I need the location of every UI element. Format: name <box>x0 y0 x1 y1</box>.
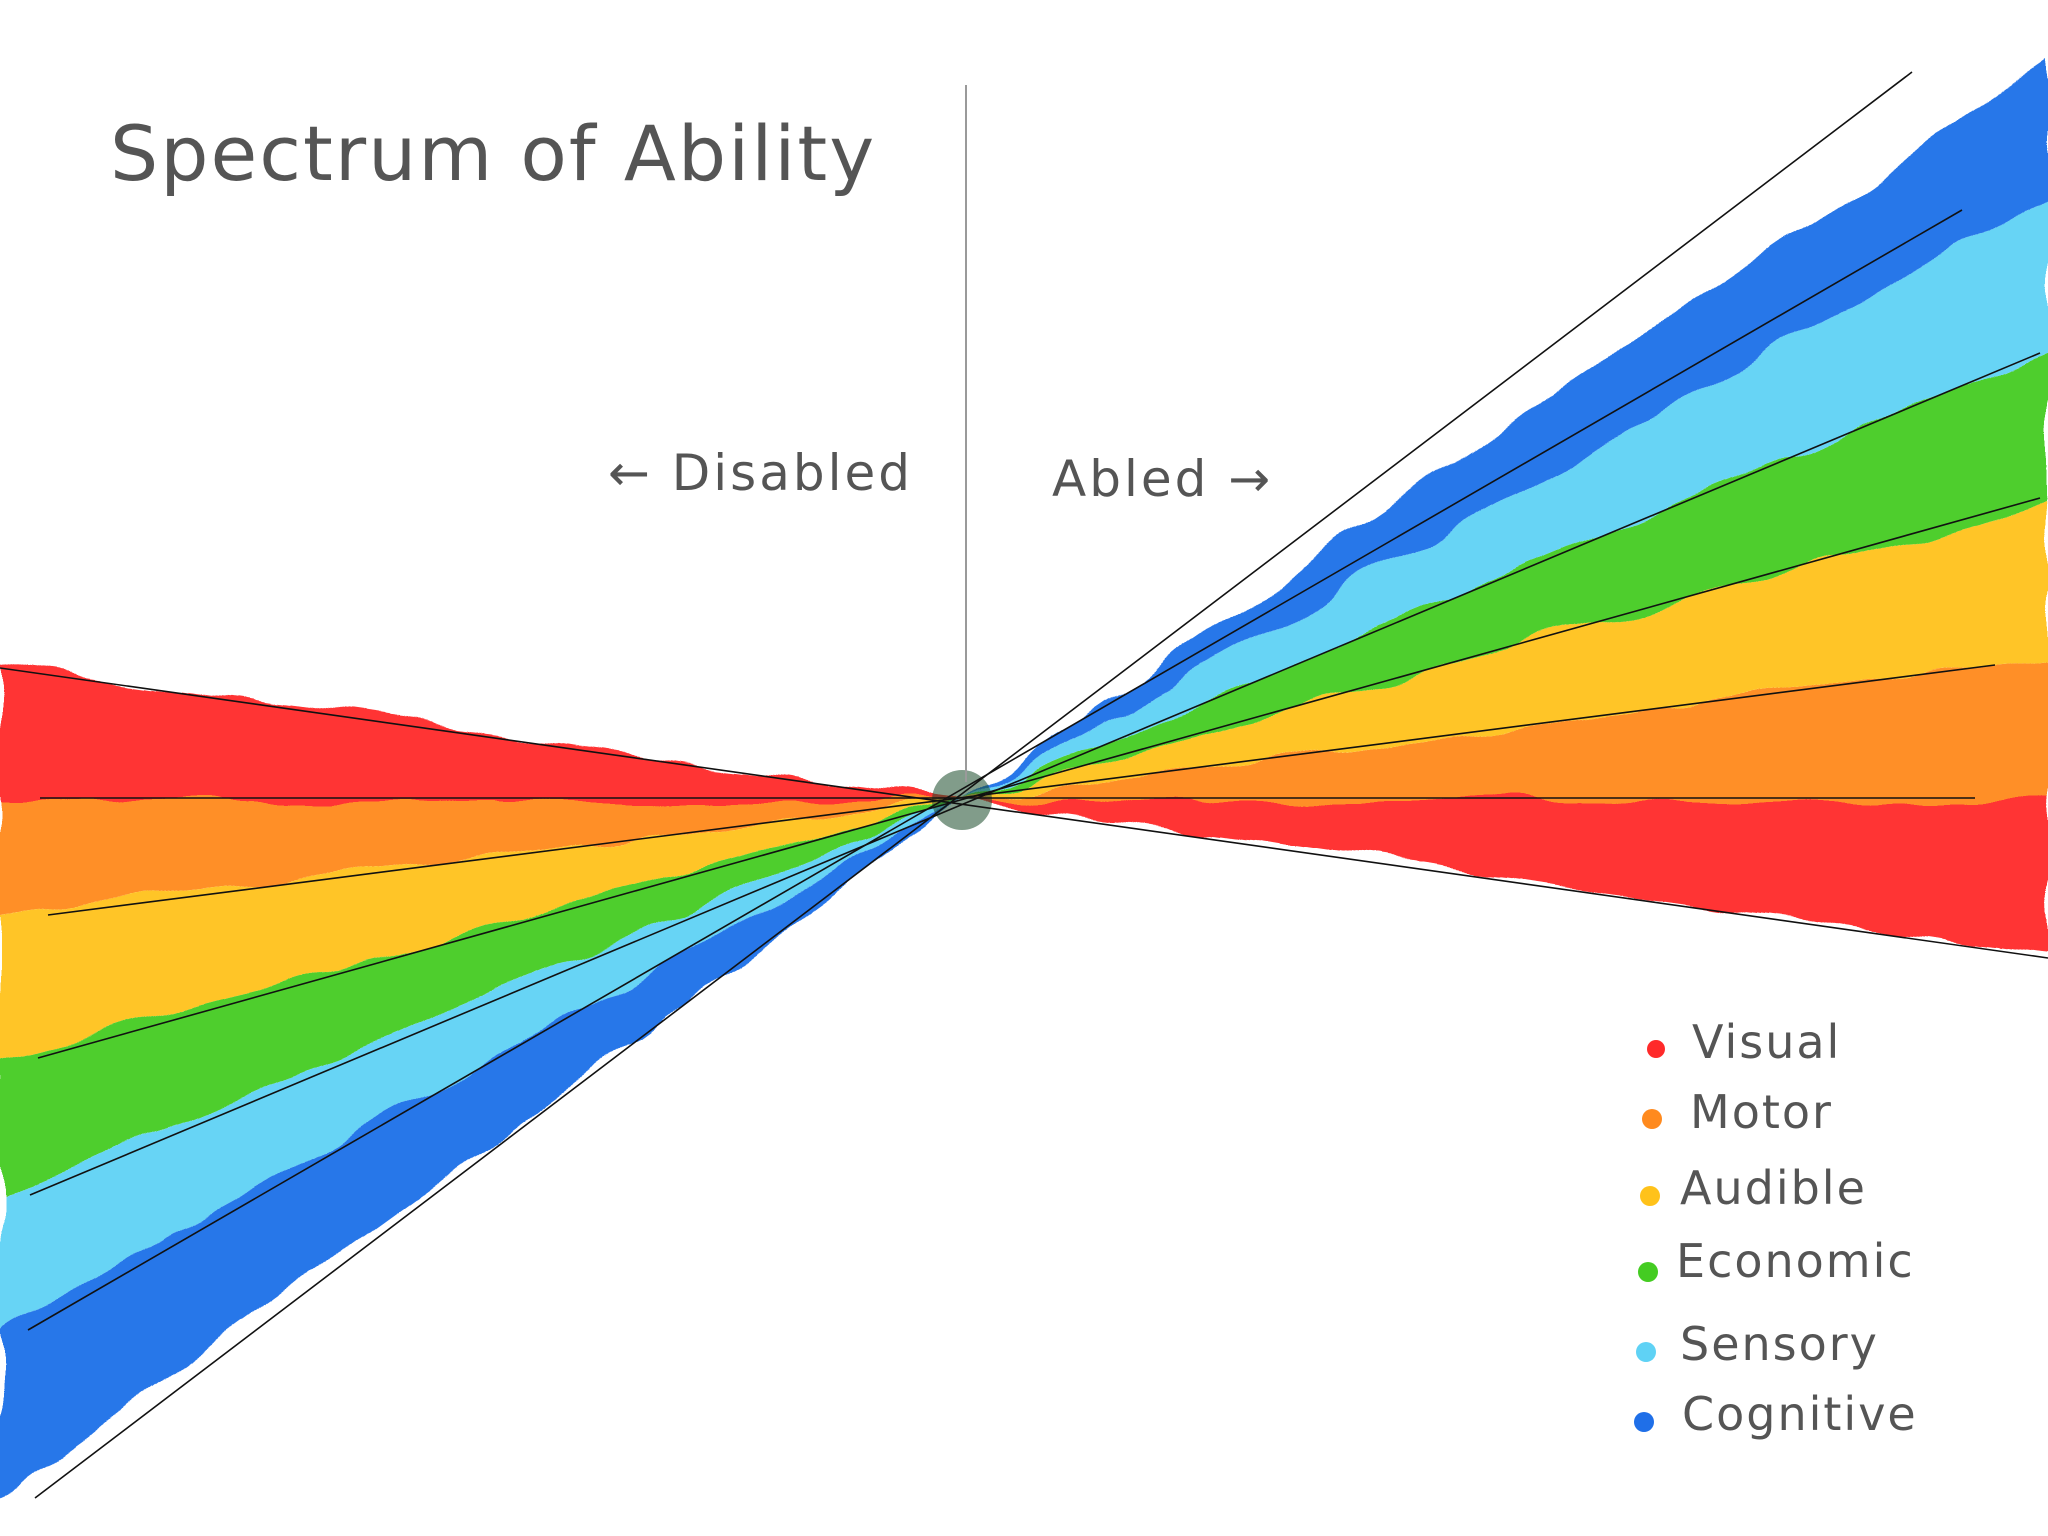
right-wedge-group <box>962 58 2048 955</box>
legend-label-economic: Economic <box>1676 1234 1915 1288</box>
legend-dot-motor <box>1642 1109 1662 1129</box>
ray-line-4 <box>37 497 2041 1059</box>
legend-dot-economic <box>1638 1262 1658 1282</box>
legend-label-sensory: Sensory <box>1680 1317 1879 1371</box>
ray-line-3 <box>47 664 1996 916</box>
legend: Visual Motor Audible Economic Sensory Co… <box>1634 1015 1918 1441</box>
ray-line-7 <box>34 71 1913 1499</box>
ray-line-6 <box>27 209 1963 1331</box>
wedge-left-visual <box>0 665 962 800</box>
legend-label-motor: Motor <box>1690 1085 1833 1139</box>
legend-dot-visual <box>1647 1040 1665 1058</box>
ray-line-5 <box>29 352 2041 1196</box>
left-wedge-group <box>0 665 962 1498</box>
legend-dot-sensory <box>1636 1342 1656 1362</box>
legend-label-visual: Visual <box>1692 1015 1841 1069</box>
ray-lines <box>0 71 2048 1499</box>
wedge-right-visual <box>962 800 2048 955</box>
legend-dot-cognitive <box>1634 1412 1654 1432</box>
legend-label-cognitive: Cognitive <box>1682 1387 1918 1441</box>
abled-label: Abled → <box>1052 450 1273 508</box>
disabled-label: ← Disabled <box>608 444 913 502</box>
wedge-right-cognitive <box>962 58 2048 800</box>
page-title: Spectrum of Ability <box>110 109 876 198</box>
ray-line-1 <box>0 667 2048 959</box>
legend-label-audible: Audible <box>1680 1161 1867 1215</box>
legend-dot-audible <box>1640 1186 1660 1206</box>
wedge-left-cognitive <box>0 800 962 1498</box>
